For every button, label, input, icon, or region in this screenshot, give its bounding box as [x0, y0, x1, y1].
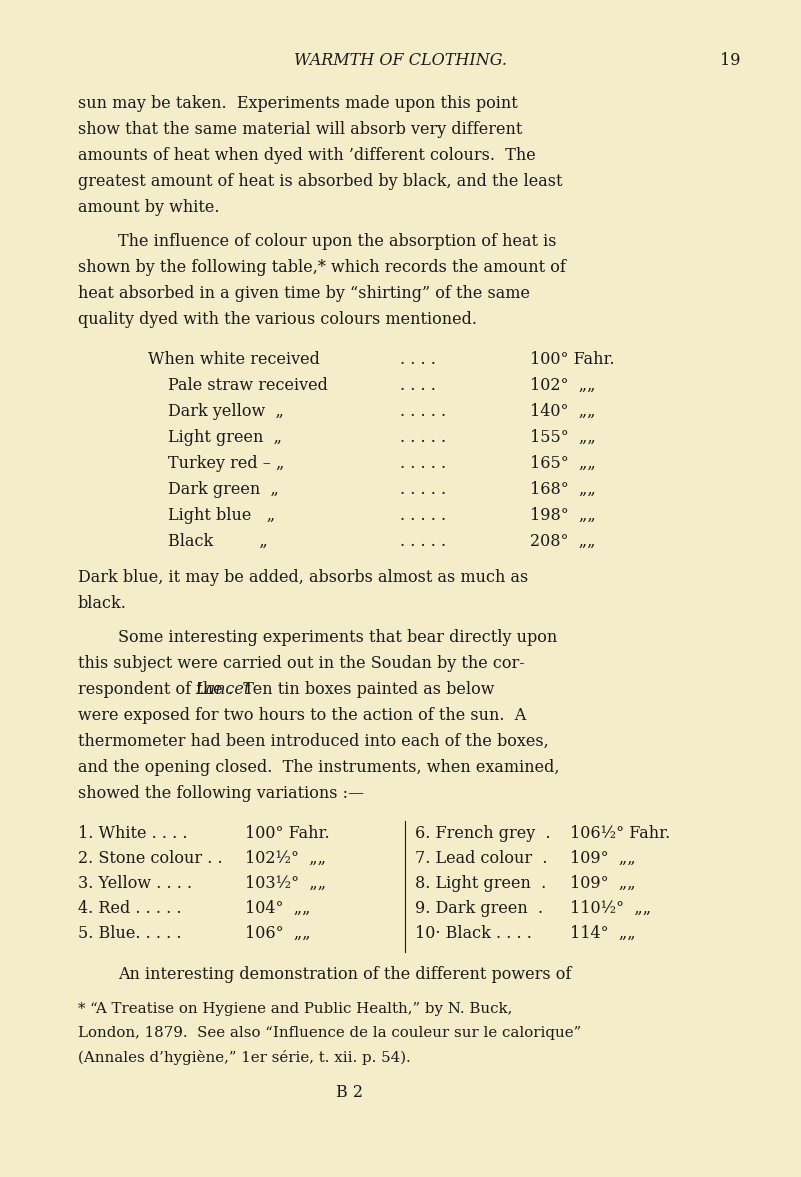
Text: . . . . .: . . . . . [400, 507, 446, 524]
Text: this subject were carried out in the Soudan by the cor-: this subject were carried out in the Sou… [78, 654, 525, 672]
Text: Dark yellow  „: Dark yellow „ [168, 403, 284, 420]
Text: amount by white.: amount by white. [78, 199, 219, 217]
Text: amounts of heat when dyed with ’different colours.  The: amounts of heat when dyed with ’differen… [78, 147, 536, 164]
Text: 4. Red . . . . .: 4. Red . . . . . [78, 900, 182, 917]
Text: 106°  „„: 106° „„ [245, 925, 311, 942]
Text: 2. Stone colour . .: 2. Stone colour . . [78, 850, 223, 867]
Text: Some interesting experiments that bear directly upon: Some interesting experiments that bear d… [118, 629, 557, 646]
Text: thermometer had been introduced into each of the boxes,: thermometer had been introduced into eac… [78, 733, 549, 750]
Text: 155°  „„: 155° „„ [530, 428, 596, 446]
Text: Dark blue, it may be added, absorbs almost as much as: Dark blue, it may be added, absorbs almo… [78, 568, 528, 586]
Text: 102°  „„: 102° „„ [530, 377, 595, 394]
Text: . . . . .: . . . . . [400, 428, 446, 446]
Text: 114°  „„: 114° „„ [570, 925, 636, 942]
Text: B 2: B 2 [336, 1084, 364, 1100]
Text: (Annales d’hygiène,” 1er série, t. xii. p. 54).: (Annales d’hygiène,” 1er série, t. xii. … [78, 1050, 411, 1065]
Text: black.: black. [78, 596, 127, 612]
Text: Light blue   „: Light blue „ [168, 507, 275, 524]
Text: 106½° Fahr.: 106½° Fahr. [570, 825, 670, 842]
Text: heat absorbed in a given time by “shirting” of the same: heat absorbed in a given time by “shirti… [78, 285, 530, 302]
Text: show that the same material will absorb very different: show that the same material will absorb … [78, 121, 522, 138]
Text: quality dyed with the various colours mentioned.: quality dyed with the various colours me… [78, 311, 477, 328]
Text: . . . .: . . . . [400, 351, 436, 368]
Text: 165°  „„: 165° „„ [530, 455, 596, 472]
Text: Turkey red – „: Turkey red – „ [168, 455, 284, 472]
Text: Light green  „: Light green „ [168, 428, 282, 446]
Text: 7. Lead colour  .: 7. Lead colour . [415, 850, 548, 867]
Text: . . . . .: . . . . . [400, 403, 446, 420]
Text: London, 1879.  See also “Influence de la couleur sur le calorique”: London, 1879. See also “Influence de la … [78, 1026, 582, 1040]
Text: 100° Fahr.: 100° Fahr. [245, 825, 330, 842]
Text: 1. White . . . .: 1. White . . . . [78, 825, 187, 842]
Text: 100° Fahr.: 100° Fahr. [530, 351, 614, 368]
Text: . . . . .: . . . . . [400, 455, 446, 472]
Text: When white received: When white received [148, 351, 320, 368]
Text: .  Ten tin boxes painted as below: . Ten tin boxes painted as below [228, 681, 495, 698]
Text: 102½°  „„: 102½° „„ [245, 850, 326, 867]
Text: * “A Treatise on Hygiene and Public Health,” by N. Buck,: * “A Treatise on Hygiene and Public Heal… [78, 1002, 513, 1016]
Text: 208°  „„: 208° „„ [530, 533, 595, 550]
Text: were exposed for two hours to the action of the sun.  A: were exposed for two hours to the action… [78, 707, 526, 724]
Text: . . . .: . . . . [400, 377, 436, 394]
Text: 5. Blue. . . . .: 5. Blue. . . . . [78, 925, 182, 942]
Text: Pale straw received: Pale straw received [168, 377, 328, 394]
Text: 109°  „„: 109° „„ [570, 850, 636, 867]
Text: and the opening closed.  The instruments, when examined,: and the opening closed. The instruments,… [78, 759, 560, 776]
Text: . . . . .: . . . . . [400, 481, 446, 498]
Text: 103½°  „„: 103½° „„ [245, 875, 326, 892]
Text: WARMTH OF CLOTHING.: WARMTH OF CLOTHING. [294, 52, 507, 69]
Text: 9. Dark green  .: 9. Dark green . [415, 900, 543, 917]
Text: 109°  „„: 109° „„ [570, 875, 636, 892]
Text: 10· Black . . . .: 10· Black . . . . [415, 925, 532, 942]
Text: Black         „: Black „ [168, 533, 268, 550]
Text: Dark green  „: Dark green „ [168, 481, 279, 498]
Text: 198°  „„: 198° „„ [530, 507, 596, 524]
Text: greatest amount of heat is absorbed by black, and the least: greatest amount of heat is absorbed by b… [78, 173, 562, 189]
Text: showed the following variations :—: showed the following variations :— [78, 785, 364, 802]
Text: 104°  „„: 104° „„ [245, 900, 311, 917]
Text: 140°  „„: 140° „„ [530, 403, 595, 420]
Text: Lancet: Lancet [195, 681, 250, 698]
Text: The influence of colour upon the absorption of heat is: The influence of colour upon the absorpt… [118, 233, 557, 250]
Text: 168°  „„: 168° „„ [530, 481, 596, 498]
Text: 19: 19 [719, 52, 740, 69]
Text: 3. Yellow . . . .: 3. Yellow . . . . [78, 875, 192, 892]
Text: 6. French grey  .: 6. French grey . [415, 825, 550, 842]
Text: respondent of the: respondent of the [78, 681, 227, 698]
Text: shown by the following table,* which records the amount of: shown by the following table,* which rec… [78, 259, 566, 275]
Text: sun may be taken.  Experiments made upon this point: sun may be taken. Experiments made upon … [78, 95, 517, 112]
Text: 110½°  „„: 110½° „„ [570, 900, 651, 917]
Text: An interesting demonstration of the different powers of: An interesting demonstration of the diff… [118, 966, 571, 983]
Text: 8. Light green  .: 8. Light green . [415, 875, 546, 892]
Text: . . . . .: . . . . . [400, 533, 446, 550]
